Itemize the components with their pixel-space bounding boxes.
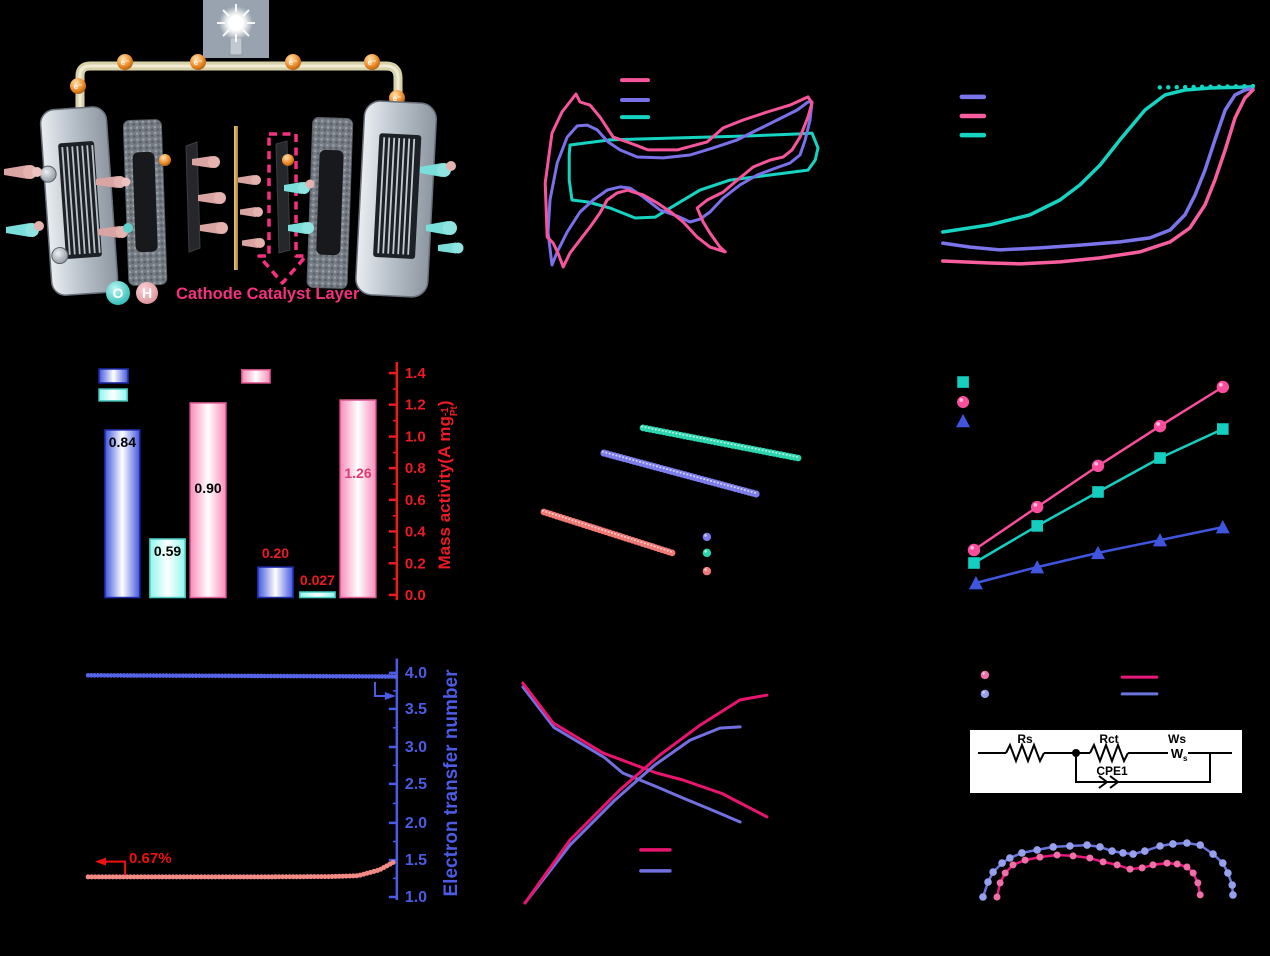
svg-text:1.4: 1.4: [405, 365, 427, 382]
axis-title-sub: Pt: [449, 406, 460, 417]
rs-label: Rs: [1017, 732, 1033, 746]
svg-text:4.0: 4.0: [405, 665, 427, 682]
warburg-symbol-sub: s: [1183, 754, 1188, 763]
svg-text:0.0: 0.0: [405, 587, 426, 604]
svg-text:0.59: 0.59: [154, 543, 181, 559]
ws-label: Ws: [1168, 732, 1186, 746]
electron-label: e⁻: [393, 94, 402, 103]
cv-chart: [543, 78, 820, 269]
mass-activity-chart: 0.0 0.2 0.4 0.6 0.8 1.0 1.2 1.4 0.84 0.59 0.90 0.20…: [98, 362, 427, 604]
svg-text:0.4: 0.4: [405, 523, 427, 540]
svg-text:0.90: 0.90: [194, 480, 221, 496]
electron-transfer-axis-title: Electron transfer number: [441, 669, 462, 897]
warburg-symbol: W: [1171, 746, 1184, 761]
electron-transfer-chart: 4.0 3.5 3.0 2.5 2.0 1.5 1.0: [85, 658, 427, 906]
lsv-chart: [941, 83, 1256, 266]
molecules: [4, 154, 464, 254]
svg-text:1.0: 1.0: [405, 889, 427, 906]
anode-end-plate: [39, 106, 119, 296]
axis-title-text: Mass activity(A mg: [435, 416, 454, 570]
tafel-chart: [540, 424, 802, 576]
svg-text:0.2: 0.2: [405, 555, 426, 572]
mass-activity-axis-title: Mass activity(A mg -1 Pt): [435, 400, 460, 570]
electron-label: e⁻: [289, 58, 298, 67]
axis-title-text: ): [435, 400, 454, 407]
svg-text:1.2: 1.2: [405, 397, 426, 414]
cathode-catalyst-layer: [275, 140, 291, 254]
svg-text:1.5: 1.5: [405, 852, 427, 869]
electron-label: e⁻: [368, 58, 377, 67]
hydrogen-legend-label: H: [142, 285, 152, 301]
cathode-gas-diffusion-layer: [306, 117, 354, 289]
anode-catalyst-layer: [185, 141, 201, 253]
fuel-cell-schematic: e⁻ e⁻ e⁻ e⁻ e⁻ e⁻: [4, 0, 464, 305]
svg-text:0.027: 0.027: [300, 572, 335, 588]
svg-text:0.20: 0.20: [262, 545, 289, 561]
electron-balls: e⁻ e⁻ e⁻ e⁻ e⁻ e⁻: [70, 54, 405, 106]
svg-text:3.0: 3.0: [405, 739, 427, 756]
svg-text:3.5: 3.5: [405, 701, 427, 718]
svg-text:1.0: 1.0: [405, 429, 426, 446]
cathode-catalyst-layer-label: Cathode Catalyst Layer: [176, 285, 360, 303]
svg-text:2.5: 2.5: [405, 776, 427, 793]
cpe1-label: CPE1: [1096, 764, 1128, 778]
species-legend: O H: [106, 281, 158, 305]
oxygen-legend-label: O: [113, 285, 124, 301]
electron-label: e⁻: [194, 58, 203, 67]
cathode-end-plate: [355, 100, 438, 298]
membrane: [234, 126, 238, 270]
cpe-branch: [1075, 753, 1211, 783]
svg-text:0.8: 0.8: [405, 460, 426, 477]
svg-text:2.0: 2.0: [405, 815, 427, 832]
circuit-node: [1072, 749, 1080, 757]
svg-text:0.84: 0.84: [109, 434, 136, 450]
eis-chart: W s Rs Rct Ws CPE1: [970, 670, 1242, 901]
h2o2-yield-annotation: 0.67%: [129, 850, 172, 867]
svg-text:1.26: 1.26: [344, 465, 371, 481]
cpe-symbol: [1098, 775, 1120, 789]
svg-text:0.6: 0.6: [405, 492, 426, 509]
anode-gas-diffusion-layer: [122, 119, 168, 286]
rct-label: Rct: [1099, 732, 1118, 746]
electron-label: e⁻: [74, 82, 83, 91]
cathode-highlight-arrow: [257, 132, 308, 285]
resistor-rct: [1089, 742, 1129, 764]
fuel-cell-performance-chart: [521, 681, 769, 905]
circuit-wire: [75, 61, 403, 120]
electron-label: e⁻: [121, 58, 130, 67]
light-bulb: [203, 0, 269, 58]
equivalent-circuit: W s Rs Rct Ws CPE1: [970, 730, 1242, 793]
koutecky-levich-chart: [956, 376, 1230, 590]
resistor-rs: [1005, 742, 1045, 764]
